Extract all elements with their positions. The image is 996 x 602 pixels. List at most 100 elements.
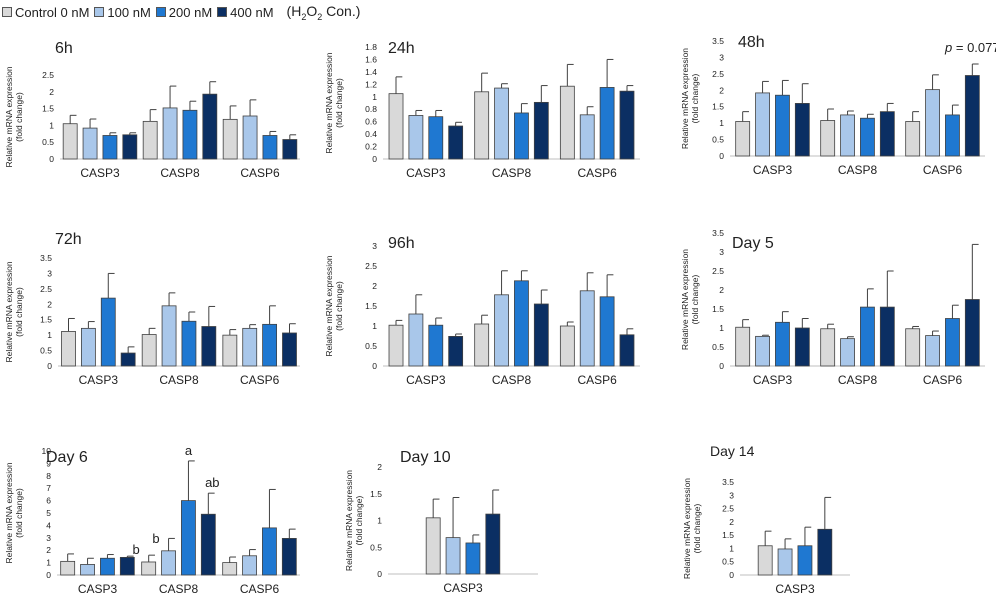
bar-casp6-400nm bbox=[281, 538, 297, 576]
bar-casp6-200nm bbox=[599, 296, 615, 367]
panel-6: Day 5 Relative mRNA expression (fold chang… bbox=[680, 228, 985, 387]
significance-letter: a bbox=[185, 443, 193, 458]
panel-9: Day 14 Relative mRNA expression (fold chan… bbox=[682, 443, 850, 596]
panel-4: 72h Relative mRNA expression (fold change)… bbox=[4, 231, 300, 387]
y-tick-label: 10 bbox=[42, 446, 52, 456]
bar-casp8-200nm bbox=[181, 500, 196, 576]
bar-casp3-200nm bbox=[775, 321, 790, 367]
y-tick-label: 3.5 bbox=[712, 228, 724, 238]
y-axis-label-unit: (fold change) bbox=[690, 275, 700, 325]
x-category-label: CASP6 bbox=[577, 166, 617, 180]
bar-casp6-100nm bbox=[579, 290, 595, 367]
bar-casp3-100nm bbox=[777, 548, 793, 576]
y-tick-label: 2.5 bbox=[722, 504, 734, 514]
x-category-label: CASP8 bbox=[838, 373, 878, 387]
y-axis-label: Relative mRNA expression bbox=[4, 66, 14, 167]
bar-casp6-100nm bbox=[242, 555, 257, 576]
bar-casp3-200nm bbox=[775, 94, 790, 157]
y-tick-label: 1 bbox=[47, 330, 52, 340]
bar-casp8-100nm bbox=[494, 87, 509, 160]
panel-title: 24h bbox=[388, 40, 415, 57]
bar-casp8-control bbox=[141, 561, 157, 576]
bar-casp8-400nm bbox=[533, 303, 549, 367]
x-category-label: CASP3 bbox=[753, 373, 793, 387]
x-category-label: CASP3 bbox=[406, 373, 446, 387]
y-tick-label: 3 bbox=[719, 52, 724, 62]
legend-condition-suffix: Con.) bbox=[322, 2, 361, 19]
y-tick-label: 3 bbox=[719, 247, 724, 257]
bar-casp8-control bbox=[820, 328, 836, 367]
x-category-label: CASP8 bbox=[159, 373, 199, 387]
legend-condition-sub1: 2 bbox=[301, 11, 307, 22]
legend-condition-sub2: 2 bbox=[317, 11, 323, 22]
y-axis-label: Relative mRNA expression bbox=[324, 255, 334, 356]
bar-casp8-control bbox=[141, 334, 157, 367]
y-axis-label-unit: (fold change) bbox=[692, 504, 702, 554]
y-tick-label: 2 bbox=[719, 285, 724, 295]
y-tick-label: 2 bbox=[377, 462, 382, 472]
bar-casp8-200nm bbox=[182, 109, 198, 160]
y-tick-label: 1 bbox=[719, 323, 724, 333]
bar-casp3-100nm bbox=[755, 335, 770, 367]
bar-casp3-control bbox=[60, 560, 76, 576]
y-tick-label: 3.5 bbox=[722, 477, 734, 487]
y-tick-label: 2.5 bbox=[40, 284, 52, 294]
y-tick-label: 2 bbox=[47, 299, 52, 309]
y-tick-label: 2.5 bbox=[42, 70, 54, 80]
bar-casp8-200nm bbox=[181, 320, 197, 367]
y-tick-label: 1 bbox=[49, 120, 54, 130]
y-tick-label: 2.5 bbox=[712, 69, 724, 79]
y-tick-label: 0.8 bbox=[365, 104, 377, 114]
y-tick-label: 2 bbox=[372, 281, 377, 291]
bar-casp8-control bbox=[142, 120, 158, 160]
bar-casp8-400nm bbox=[202, 93, 218, 160]
panel-title: 6h bbox=[55, 40, 73, 57]
bar-casp3-400nm bbox=[448, 125, 464, 160]
bar-casp8-400nm bbox=[200, 513, 216, 576]
bar-casp6-400nm bbox=[619, 90, 635, 160]
bar-casp6-200nm bbox=[599, 87, 615, 160]
y-tick-label: 0.5 bbox=[722, 557, 734, 567]
bar-casp3-100nm bbox=[80, 564, 95, 576]
bar-casp6-400nm bbox=[282, 332, 297, 367]
bar-casp8-200nm bbox=[514, 112, 529, 160]
y-axis-label-unit: (fold change) bbox=[690, 74, 700, 124]
bar-casp8-200nm bbox=[860, 117, 875, 157]
bar-casp6-200nm bbox=[945, 114, 960, 157]
y-tick-label: 1.5 bbox=[722, 530, 734, 540]
bar-casp8-400nm bbox=[879, 111, 895, 157]
y-tick-label: 1 bbox=[719, 118, 724, 128]
legend-swatch-control bbox=[2, 7, 12, 17]
y-axis-label: Relative mRNA expression bbox=[680, 249, 690, 350]
bar-casp8-400nm bbox=[533, 101, 549, 160]
bar-casp3-200nm bbox=[102, 135, 118, 160]
panel-7: Day 6 Relative mRNA expression (fold chang… bbox=[4, 443, 300, 596]
y-tick-label: 0 bbox=[49, 154, 54, 164]
bar-casp8-100nm bbox=[162, 107, 178, 160]
y-tick-label: 2 bbox=[46, 545, 51, 555]
bar-casp3-control bbox=[388, 93, 404, 160]
x-category-label: CASP3 bbox=[753, 163, 793, 177]
bar-casp3-200nm bbox=[100, 297, 116, 367]
bar-casp3-control bbox=[62, 123, 78, 160]
legend-condition-prefix: (H bbox=[286, 2, 302, 19]
y-tick-label: 1.6 bbox=[365, 54, 377, 64]
x-category-label: CASP3 bbox=[80, 166, 120, 180]
bar-casp3-100nm bbox=[82, 127, 98, 160]
bar-casp6-control bbox=[222, 562, 238, 576]
bar-casp3-200nm bbox=[100, 557, 115, 576]
bar-casp3-400nm bbox=[817, 528, 833, 576]
x-category-label: CASP3 bbox=[79, 373, 119, 387]
y-tick-label: 0.4 bbox=[365, 129, 377, 139]
bar-casp3-200nm bbox=[465, 542, 481, 575]
bar-casp8-control bbox=[820, 120, 836, 157]
y-axis-label: Relative mRNA expression bbox=[682, 478, 692, 579]
bar-casp3-100nm bbox=[445, 537, 461, 575]
y-tick-label: 0.2 bbox=[365, 142, 377, 152]
x-category-label: CASP8 bbox=[160, 166, 200, 180]
y-tick-label: 8 bbox=[46, 471, 51, 481]
y-tick-label: 1 bbox=[372, 92, 377, 102]
legend-item-100nm: 100 nM bbox=[94, 5, 151, 20]
legend-label-400nm: 400 nM bbox=[230, 4, 274, 20]
bar-casp3-control bbox=[388, 324, 404, 367]
